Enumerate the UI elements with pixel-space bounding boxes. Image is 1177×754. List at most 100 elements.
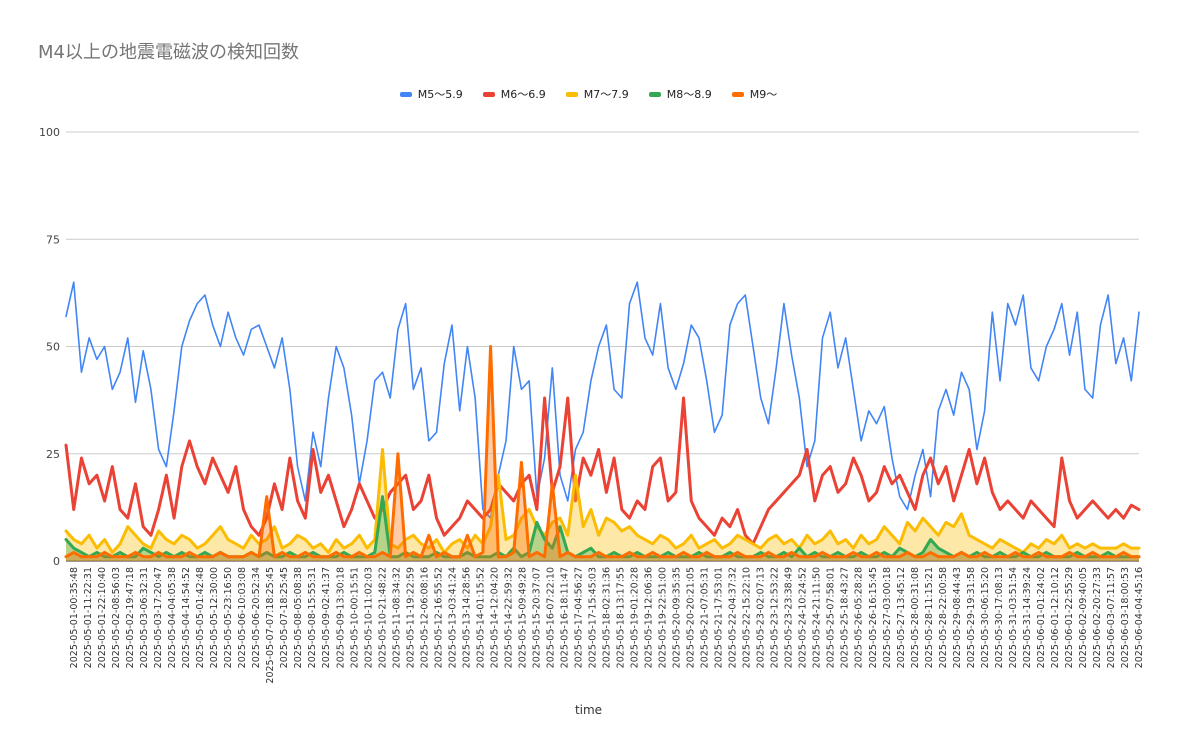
x-tick-label: 2025-05-11-08:34:32	[391, 567, 402, 668]
x-tick-label: 2025-05-24-21:11:50	[812, 567, 823, 668]
x-tick-label: 2025-05-20-09:35:35	[672, 567, 683, 668]
x-tick-label: 2025-05-05-12:30:00	[209, 567, 220, 668]
x-tick-label: 2025-05-27-03:00:18	[882, 567, 893, 668]
x-tick-label: 2025-05-02-08:56:03	[111, 567, 122, 668]
x-tick-label: 2025-05-21-07:05:31	[700, 567, 711, 668]
legend-label: M9〜	[749, 88, 778, 101]
x-tick-label: 2025-05-20-20:21:05	[686, 567, 697, 668]
x-tick-label: 2025-05-17-15:45:03	[587, 567, 598, 668]
legend-item: M9〜	[731, 86, 778, 102]
x-tick-label: 2025-05-02-19:47:18	[125, 567, 136, 668]
x-tick-label: 2025-05-23-12:53:22	[770, 567, 781, 668]
legend-swatch	[399, 91, 412, 97]
x-tick-label: 2025-05-15-09:49:28	[517, 567, 528, 668]
chart-title: M4以上の地震電磁波の検知回数	[38, 42, 299, 63]
x-tick-label: 2025-05-19-22:51:00	[658, 567, 669, 668]
x-tick-label: 2025-05-14-12:04:20	[489, 567, 500, 668]
y-tick-label: 0	[53, 555, 60, 568]
x-tick-label: 2025-05-12-16:55:52	[433, 567, 444, 668]
x-tick-label: 2025-05-01-00:35:48	[69, 567, 80, 668]
x-tick-label: 2025-05-22-15:22:10	[742, 567, 753, 668]
x-tick-label: 2025-05-07-07:18:25:45	[265, 567, 276, 684]
x-tick-label: 2025-05-26-16:15:45	[868, 567, 879, 668]
x-tick-label: 2025-05-19-12:06:36	[644, 567, 655, 668]
x-tick-label: 2025-05-22-04:37:32	[728, 567, 739, 668]
x-tick-label: 2025-06-04-04:45:16	[1134, 567, 1145, 668]
x-tick-label: 2025-05-28-22:00:58	[938, 567, 949, 668]
legend-item: M8〜8.9	[648, 86, 712, 102]
x-tick-label: 2025-05-24-10:24:52	[798, 567, 809, 668]
x-tick-label: 2025-05-05-01:42:48	[195, 567, 206, 668]
x-tick-label: 2025-05-08-05:08:38	[293, 567, 304, 668]
x-tick-label: 2025-05-29-08:44:43	[952, 567, 963, 668]
x-tick-label: 2025-05-28-11:15:21	[924, 567, 935, 668]
x-tick-label: 2025-05-16-07:22:10	[545, 567, 556, 668]
x-tick-label: 2025-05-31-03:51:54	[1008, 567, 1019, 668]
x-tick-label: 2025-05-09-02:41:37	[321, 567, 332, 668]
x-tick-label: 2025-05-26-05:28:28	[854, 567, 865, 668]
x-tick-label: 2025-05-14-22:59:32	[503, 567, 514, 668]
x-tick-label: 2025-05-18-13:17:55	[616, 567, 627, 668]
legend-label: M6〜6.9	[500, 88, 546, 101]
x-tick-label: 2025-05-30-17:08:13	[994, 567, 1005, 668]
x-tick-label: 2025-05-17-04:56:27	[573, 567, 584, 668]
legend-label: M7〜7.9	[583, 88, 629, 101]
x-tick-label: 2025-05-16-18:11:47	[559, 567, 570, 668]
x-tick-label: 2025-05-28-00:31:08	[910, 567, 921, 668]
x-tick-label: 2025-05-13-14:28:56	[461, 567, 472, 668]
x-tick-label: 2025-05-23-02:07:13	[756, 567, 767, 668]
x-tick-label: 2025-05-05-23:16:50	[223, 567, 234, 668]
legend-swatch	[731, 91, 744, 97]
x-axis-label: time	[574, 703, 603, 717]
x-tick-label: 2025-05-06-20:52:34	[251, 567, 262, 668]
series-line	[64, 396, 1141, 546]
y-tick-label: 75	[46, 233, 60, 246]
x-tick-label: 2025-05-15-20:37:07	[531, 567, 542, 668]
x-tick-label: 2025-05-14-01:15:52	[475, 567, 486, 668]
x-tick-label: 2025-05-09-13:30:18	[335, 567, 346, 668]
x-tick-label: 2025-05-19-01:20:28	[630, 567, 641, 668]
x-tick-label: 2025-06-03-18:00:53	[1120, 567, 1131, 668]
x-tick-label: 2025-05-30-06:15:20	[980, 567, 991, 668]
x-tick-label: 2025-05-01-22:10:40	[97, 567, 108, 668]
x-tick-label: 2025-05-25-18:43:27	[840, 567, 851, 668]
series-line	[65, 281, 1140, 519]
x-tick-label: 2025-05-12-06:08:16	[419, 567, 430, 668]
x-tick-label: 2025-05-01-11:22:31	[83, 567, 94, 668]
x-tick-label: 2025-05-06-10:03:08	[237, 567, 248, 668]
x-tick-label: 2025-05-21-17:53:01	[714, 567, 725, 668]
x-tick-label: 2025-06-01-01:24:02	[1036, 567, 1047, 668]
x-tick-label: 2025-06-02-09:40:05	[1078, 567, 1089, 668]
x-tick-label: 2025-05-07-18:25:45	[279, 567, 290, 668]
x-tick-label: 2025-05-04-14:54:52	[181, 567, 192, 668]
x-tick-label: 2025-05-29-19:31:58	[966, 567, 977, 668]
x-tick-label: 2025-06-02-20:27:33	[1092, 567, 1103, 668]
x-tick-label: 2025-06-01-22:55:29	[1064, 567, 1075, 668]
legend-swatch	[565, 91, 578, 97]
x-tick-label: 2025-05-10-00:15:51	[349, 567, 360, 668]
x-tick-label: 2025-05-18-02:31:36	[602, 567, 613, 668]
legend-item: M7〜7.9	[565, 86, 629, 102]
x-tick-label: 2025-05-11-19:22:59	[405, 567, 416, 668]
legend-label: M5〜5.9	[417, 88, 463, 101]
x-tick-label: 2025-05-31-14:39:24	[1022, 567, 1033, 668]
legend-item: M6〜6.9	[482, 86, 546, 102]
legend-swatch	[648, 91, 661, 97]
x-tick-label: 2025-05-10-21:48:22	[377, 567, 388, 668]
series-line	[64, 345, 1141, 559]
series-area	[66, 449, 1139, 561]
y-tick-label: 50	[46, 341, 60, 354]
x-tick-label: 2025-05-04-04:05:38	[167, 567, 178, 668]
x-tick-label: 2025-06-03-07:11:57	[1106, 567, 1117, 668]
y-tick-label: 25	[46, 448, 60, 461]
x-tick-label: 2025-05-03-17:20:47	[153, 567, 164, 668]
y-tick-label: 100	[39, 126, 60, 139]
legend-item: M5〜5.9	[399, 86, 463, 102]
x-tick-label: 2025-05-23-23:38:49	[784, 567, 795, 668]
x-tick-label: 2025-05-13-03:41:24	[447, 567, 458, 668]
legend-swatch	[482, 91, 495, 97]
x-tick-label: 2025-05-27-13:45:12	[896, 567, 907, 668]
series-line	[64, 447, 1141, 554]
x-tick-label: 2025-06-01-12:10:12	[1050, 567, 1061, 668]
